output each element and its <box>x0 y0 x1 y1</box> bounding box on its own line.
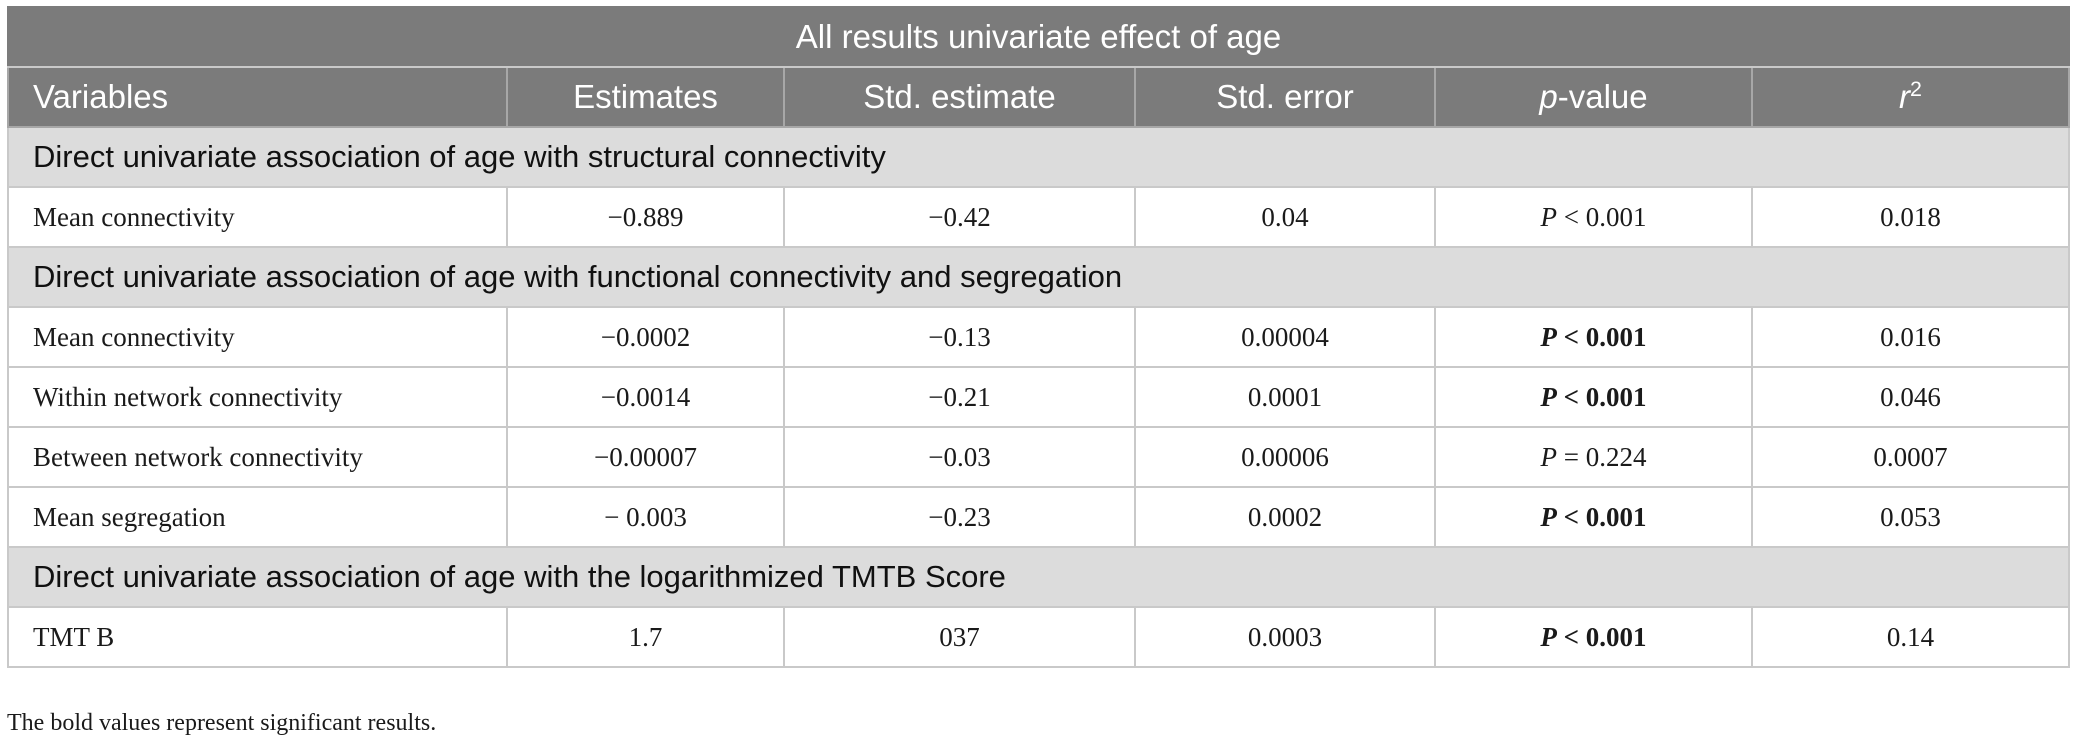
cell-p-value: P < 0.001 <box>1434 606 1753 668</box>
p-value-text: < 0.001 <box>1556 621 1647 652</box>
header-std-error: Std. error <box>1134 66 1436 128</box>
section-title: Direct univariate association of age wit… <box>7 126 2070 188</box>
cell-p-value: P < 0.001 <box>1434 486 1753 548</box>
table-row: Mean connectivity −0.889 −0.42 0.04 P < 0.00… <box>7 186 2070 248</box>
cell-r-squared: 0.016 <box>1751 306 2070 368</box>
p-symbol: P <box>1540 201 1558 232</box>
table-footnote: The bold values represent significant re… <box>7 710 437 736</box>
header-std-estimate: Std. estimate <box>783 66 1136 128</box>
cell-std-error: 0.0001 <box>1134 366 1436 428</box>
results-table-container: All results univariate effect of age Var… <box>7 6 2070 668</box>
cell-std-estimate: −0.23 <box>783 486 1136 548</box>
cell-std-estimate: −0.03 <box>783 426 1136 488</box>
table-row: TMT B 1.7 037 0.0003 P < 0.001 0.14 <box>7 606 2070 668</box>
cell-p-value: P < 0.001 <box>1434 186 1753 248</box>
table-title: All results univariate effect of age <box>7 6 2070 68</box>
p-symbol: P <box>1540 321 1557 352</box>
cell-std-error: 0.0002 <box>1134 486 1436 548</box>
cell-variable: Mean segregation <box>7 486 508 548</box>
cell-estimate: −0.00007 <box>506 426 785 488</box>
cell-std-error: 0.0003 <box>1134 606 1436 668</box>
header-p-italic: p <box>1539 78 1558 115</box>
cell-std-estimate: −0.42 <box>783 186 1136 248</box>
section-row: Direct univariate association of age wit… <box>7 126 2070 188</box>
cell-variable: Between network connectivity <box>7 426 508 488</box>
cell-p-value: P < 0.001 <box>1434 306 1753 368</box>
table-body: Direct univariate association of age wit… <box>7 126 2070 668</box>
cell-estimate: −0.0002 <box>506 306 785 368</box>
cell-std-estimate: 037 <box>783 606 1136 668</box>
cell-std-error: 0.00006 <box>1134 426 1436 488</box>
section-title: Direct univariate association of age wit… <box>7 546 2070 608</box>
p-symbol: P <box>1540 501 1557 532</box>
cell-p-value: P < 0.001 <box>1434 366 1753 428</box>
cell-estimate: − 0.003 <box>506 486 785 548</box>
header-r-sup: 2 <box>1910 77 1922 101</box>
table-title-row: All results univariate effect of age <box>7 6 2070 68</box>
table-row: Mean connectivity −0.0002 −0.13 0.00004 P < … <box>7 306 2070 368</box>
p-symbol: P <box>1540 441 1558 472</box>
header-r-squared: r2 <box>1751 66 2070 128</box>
p-value-text: = 0.224 <box>1557 441 1647 472</box>
p-symbol: P <box>1540 381 1557 412</box>
p-value-text: < 0.001 <box>1556 381 1647 412</box>
header-r-base: r <box>1899 78 1911 115</box>
header-p-value: p-value <box>1434 66 1753 128</box>
cell-r-squared: 0.14 <box>1751 606 2070 668</box>
results-table: All results univariate effect of age Var… <box>7 6 2070 668</box>
p-symbol: P <box>1540 621 1557 652</box>
cell-estimate: 1.7 <box>506 606 785 668</box>
section-title: Direct univariate association of age wit… <box>7 246 2070 308</box>
cell-variable: Mean connectivity <box>7 306 508 368</box>
cell-p-value: P = 0.224 <box>1434 426 1753 488</box>
cell-std-estimate: −0.21 <box>783 366 1136 428</box>
section-row: Direct univariate association of age wit… <box>7 546 2070 608</box>
section-row: Direct univariate association of age wit… <box>7 246 2070 308</box>
column-header-row: Variables Estimates Std. estimate Std. e… <box>7 66 2070 128</box>
cell-r-squared: 0.0007 <box>1751 426 2070 488</box>
table-row: Within network connectivity −0.0014 −0.21 0… <box>7 366 2070 428</box>
cell-r-squared: 0.018 <box>1751 186 2070 248</box>
cell-r-squared: 0.046 <box>1751 366 2070 428</box>
cell-std-estimate: −0.13 <box>783 306 1136 368</box>
p-value-text: < 0.001 <box>1556 321 1647 352</box>
p-value-text: < 0.001 <box>1556 501 1647 532</box>
cell-variable: TMT B <box>7 606 508 668</box>
cell-variable: Mean connectivity <box>7 186 508 248</box>
header-variables: Variables <box>7 66 508 128</box>
cell-estimate: −0.0014 <box>506 366 785 428</box>
p-value-text: < 0.001 <box>1557 201 1647 232</box>
cell-r-squared: 0.053 <box>1751 486 2070 548</box>
cell-variable: Within network connectivity <box>7 366 508 428</box>
header-estimates: Estimates <box>506 66 785 128</box>
header-p-rest: -value <box>1557 78 1648 115</box>
cell-std-error: 0.04 <box>1134 186 1436 248</box>
cell-estimate: −0.889 <box>506 186 785 248</box>
cell-std-error: 0.00004 <box>1134 306 1436 368</box>
table-row: Mean segregation − 0.003 −0.23 0.0002 P < 0.… <box>7 486 2070 548</box>
table-row: Between network connectivity −0.00007 −0.0… <box>7 426 2070 488</box>
